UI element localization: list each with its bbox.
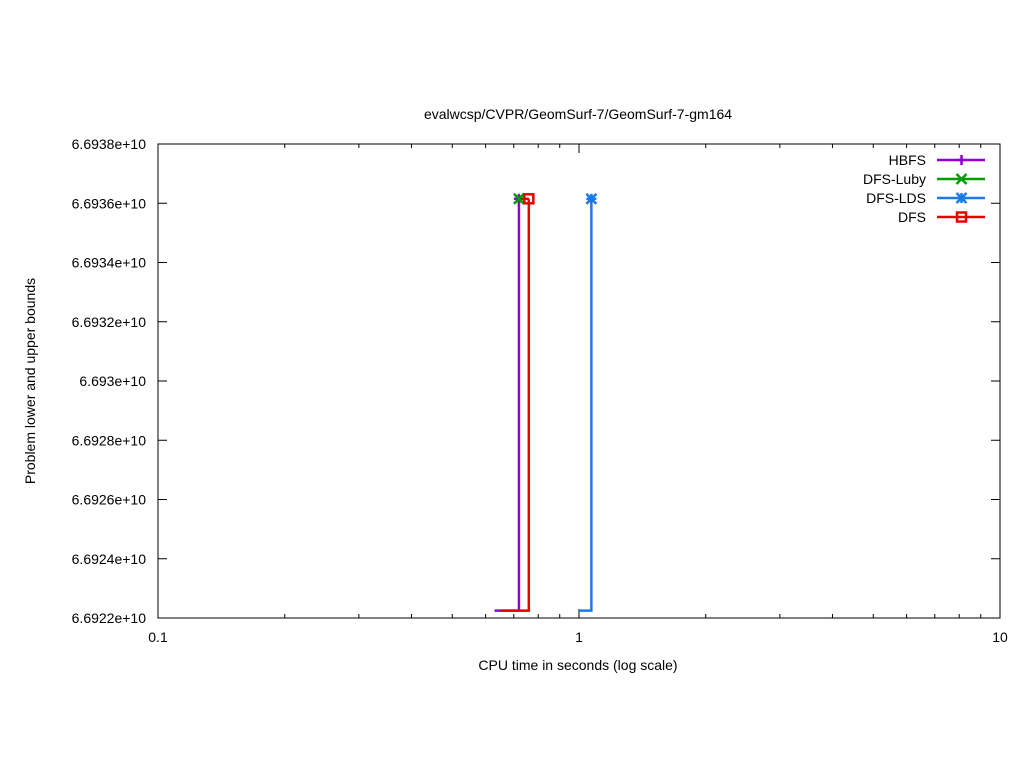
legend-label: DFS bbox=[898, 209, 926, 225]
y-tick-label: 6.693e+10 bbox=[79, 373, 146, 389]
y-tick-label: 6.6924e+10 bbox=[72, 551, 147, 567]
series-dfs-lower-bound bbox=[500, 198, 531, 612]
series-dfs-lds-point bbox=[585, 192, 598, 205]
series-layer bbox=[494, 192, 598, 612]
legend-label: HBFS bbox=[889, 152, 926, 168]
legend-item-hbfs: HBFS bbox=[889, 152, 985, 168]
y-tick-label: 6.6932e+10 bbox=[72, 314, 147, 330]
legend-item-dfs-lds: DFS-LDS bbox=[866, 190, 985, 206]
x-axis: 0.1 1 10 bbox=[148, 144, 1008, 645]
series-hbfs-lower-bound bbox=[494, 198, 521, 612]
legend-item-dfs-luby: DFS-Luby bbox=[863, 171, 985, 187]
y-axis-label: Problem lower and upper bounds bbox=[22, 278, 38, 484]
y-tick-label: 6.6938e+10 bbox=[72, 136, 147, 152]
series-dfs-lds-lower-bound bbox=[579, 198, 593, 612]
y-tick-label: 6.6928e+10 bbox=[72, 432, 147, 448]
series-dfs-lds bbox=[579, 192, 598, 612]
x-axis-label: CPU time in seconds (log scale) bbox=[478, 657, 677, 673]
x-tick-label: 10 bbox=[992, 629, 1008, 645]
series-dfs-luby-point bbox=[513, 192, 525, 205]
legend-marker bbox=[955, 173, 968, 185]
x-tick-label: 1 bbox=[575, 629, 583, 645]
legend-label: DFS-Luby bbox=[863, 171, 926, 187]
x-tick-label: 0.1 bbox=[148, 629, 168, 645]
legend-marker bbox=[956, 155, 967, 165]
legend: HBFS DFS-Luby DFS-LDS DFS bbox=[863, 152, 985, 225]
y-axis: 6.6922e+10 6.6924e+10 6.6926e+10 6.6928e+10… bbox=[72, 136, 1000, 626]
y-tick-label: 6.6934e+10 bbox=[72, 255, 147, 271]
y-tick-label: 6.6926e+10 bbox=[72, 492, 147, 508]
legend-label: DFS-LDS bbox=[866, 190, 926, 206]
y-tick-label: 6.6936e+10 bbox=[72, 195, 147, 211]
series-dfs-point bbox=[523, 193, 535, 205]
y-tick-label: 6.6922e+10 bbox=[72, 610, 147, 626]
legend-item-dfs: DFS bbox=[898, 209, 985, 225]
legend-marker bbox=[955, 192, 968, 204]
plot-frame bbox=[157, 143, 1001, 619]
series-hbfs bbox=[494, 193, 524, 612]
series-dfs-luby bbox=[513, 192, 525, 205]
chart-title: evalwcsp/CVPR/GeomSurf-7/GeomSurf-7-gm16… bbox=[424, 106, 732, 122]
series-dfs bbox=[500, 193, 535, 612]
legend-marker bbox=[955, 211, 968, 223]
